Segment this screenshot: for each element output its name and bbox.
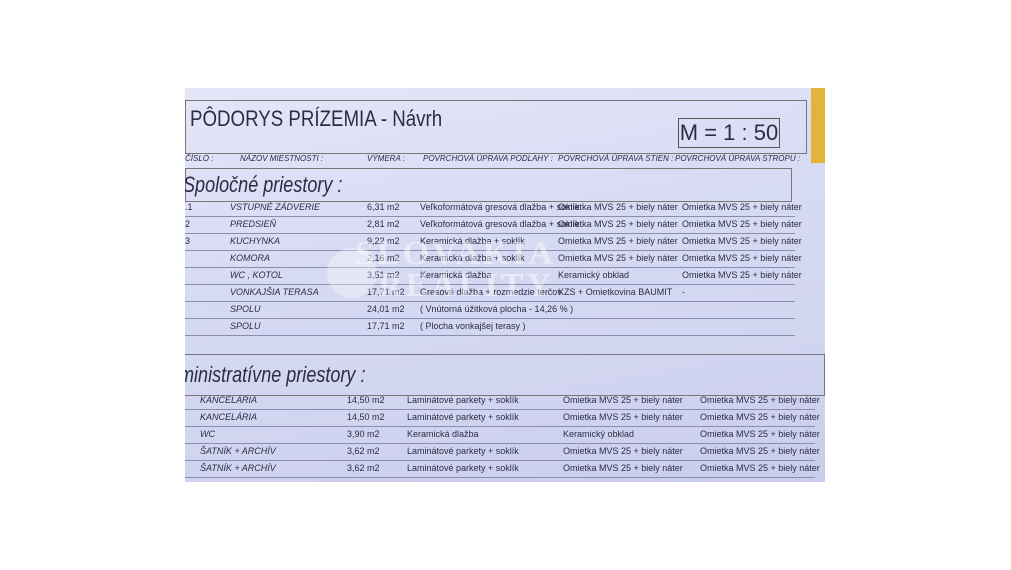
table-row: SPOLU 24,01 m2 ( Vnútorná úžitková plocha … xyxy=(185,301,795,319)
cell-room: KOMORA xyxy=(230,253,271,263)
cell-area: 24,01 m2 xyxy=(367,304,405,314)
cell-room: KANCELÁRIA xyxy=(200,395,258,405)
cell-area: 2,81 m2 xyxy=(367,219,400,229)
table-row: KANCELÁRIA 14,50 m2 Laminátové parkety + s… xyxy=(185,409,820,427)
cell-floor: Laminátové parkety + soklík xyxy=(407,412,519,422)
cell-walls: Omietka MVS 25 + biely náter xyxy=(558,236,678,246)
table-row: .1 VSTUPNÉ ZÁDVERIE 6,31 m2 Veľkoformátová … xyxy=(185,199,802,217)
cell-walls: Keramický obklad xyxy=(563,429,635,439)
cell-room: SPOLU xyxy=(230,321,261,331)
cell-num: .1 xyxy=(185,202,193,212)
cell-area: 3,62 m2 xyxy=(347,446,380,456)
cell-num: 3 xyxy=(185,236,191,246)
cell-floor: Veľkoformátová gresová dlažba + soklík xyxy=(420,219,580,229)
cell-walls: Omietka MVS 25 + biely náter xyxy=(563,463,683,473)
cell-walls: Omietka MVS 25 + biely náter xyxy=(563,395,683,405)
table-row: ŠATNÍK + ARCHÍV 3,62 m2 Laminátové parkety… xyxy=(185,460,820,478)
table-row: KOMORA 2,16 m2 Keramická dlažba + soklík Om… xyxy=(185,250,802,268)
cell-area: 14,50 m2 xyxy=(347,395,385,405)
cell-walls: Omietka MVS 25 + biely náter xyxy=(558,253,678,263)
table-row: VONKAJŠIA TERASA 17,71 m2 Gresová dlažba +… xyxy=(185,284,795,302)
table-row: WC , KOTOL 3,51 m2 Keramická dlažba Keramic… xyxy=(185,267,802,285)
cell-floor: Laminátové parkety + soklík xyxy=(407,395,519,405)
table-row: SPOLU 17,71 m2 ( Plocha vonkajšej terasy ) xyxy=(185,318,795,336)
cell-area: 2,16 m2 xyxy=(367,253,400,263)
table-row: KANCELÁRIA 14,50 m2 Laminátové parkety + s… xyxy=(185,392,820,410)
title-frame xyxy=(185,100,807,154)
cell-area: 3,51 m2 xyxy=(367,270,400,280)
cell-room: KANCELÁRIA xyxy=(200,412,258,422)
cell-floor: Keramická dlažba + soklík xyxy=(420,236,525,246)
cell-floor: Veľkoformátová gresová dlažba + soklík xyxy=(420,202,580,212)
cell-floor: Laminátové parkety + soklík xyxy=(407,463,519,473)
cell-area: 17,71 m2 xyxy=(367,321,405,331)
cell-walls: KZS + Omietkovina BAUMIT xyxy=(558,287,673,297)
cell-floor: Keramická dlažba xyxy=(407,429,479,439)
cell-room: ŠATNÍK + ARCHÍV xyxy=(200,463,276,473)
cell-area: 17,71 m2 xyxy=(367,287,405,297)
table-row: 3 KUCHYNKA 9,22 m2 Keramická dlažba + soklí… xyxy=(185,233,802,251)
cell-ceiling: Omietka MVS 25 + biely náter xyxy=(682,236,802,246)
cell-area: 3,90 m2 xyxy=(347,429,380,439)
cell-walls: Omietka MVS 25 + biely náter xyxy=(563,412,683,422)
cell-floor: ( Plocha vonkajšej terasy ) xyxy=(420,321,526,331)
cell-room: ŠATNÍK + ARCHÍV xyxy=(200,446,276,456)
cell-ceiling: Omietka MVS 25 + biely náter xyxy=(682,202,802,212)
cell-walls: Omietka MVS 25 + biely náter xyxy=(558,219,678,229)
section1-title: Spoločné priestory : xyxy=(185,172,343,197)
section2-title: ministratívne priestory : xyxy=(185,362,366,387)
cell-floor: ( Vnútorná úžitková plocha - 14,26 % ) xyxy=(420,304,574,314)
cell-walls: Keramický obklad xyxy=(558,270,630,280)
header-area: VÝMERA : xyxy=(367,154,405,163)
table-row: 2 PREDSIEŇ 2,81 m2 Veľkoformátová gresová d… xyxy=(185,216,802,234)
section2-frame xyxy=(185,354,825,396)
cell-floor: Keramická dlažba xyxy=(420,270,492,280)
scale-label: M = 1 : 50 xyxy=(678,118,780,148)
header-walls: POVRCHOVÁ ÚPRAVA STIEN : xyxy=(558,154,674,163)
cell-area: 6,31 m2 xyxy=(367,202,400,212)
cell-ceiling: - xyxy=(682,287,685,297)
document-photo: PÔDORYS PRÍZEMIA - Návrh M = 1 : 50 ČÍSL… xyxy=(185,88,825,482)
cell-floor: Gresová dlažba + rozmedzie terčov xyxy=(420,287,562,297)
cell-room: KUCHYNKA xyxy=(230,236,281,246)
header-floor: POVRCHOVÁ ÚPRAVA PODLAHY : xyxy=(423,154,553,163)
cell-ceiling: Omietka MVS 25 + biely náter xyxy=(700,395,820,405)
cell-area: 14,50 m2 xyxy=(347,412,385,422)
cell-ceiling: Omietka MVS 25 + biely náter xyxy=(682,253,802,263)
cell-area: 3,62 m2 xyxy=(347,463,380,473)
yellow-background xyxy=(811,88,825,163)
cell-ceiling: Omietka MVS 25 + biely náter xyxy=(682,219,802,229)
cell-room: VONKAJŠIA TERASA xyxy=(230,287,319,297)
cell-walls: Omietka MVS 25 + biely náter xyxy=(558,202,678,212)
cell-ceiling: Omietka MVS 25 + biely náter xyxy=(700,463,820,473)
watermark-logo: SLOVAKIA REALITY xyxy=(327,237,556,303)
cell-room: SPOLU xyxy=(230,304,261,314)
header-room: NÁZOV MIESTNOSTI : xyxy=(240,154,324,163)
cell-num: 2 xyxy=(185,219,191,229)
cell-room: PREDSIEŇ xyxy=(230,219,277,229)
cell-room: WC xyxy=(200,429,215,439)
cell-floor: Laminátové parkety + soklík xyxy=(407,446,519,456)
cell-room: VSTUPNÉ ZÁDVERIE xyxy=(230,202,321,212)
header-ceiling: POVRCHOVÁ ÚPRAVA STROPU : xyxy=(675,154,801,163)
cell-ceiling: Omietka MVS 25 + biely náter xyxy=(700,412,820,422)
page-title: PÔDORYS PRÍZEMIA - Návrh xyxy=(190,106,443,131)
cell-area: 9,22 m2 xyxy=(367,236,400,246)
cell-ceiling: Omietka MVS 25 + biely náter xyxy=(682,270,802,280)
header-number: ČÍSLO : xyxy=(185,154,214,163)
table-row: WC 3,90 m2 Keramická dlažba Keramický obkla… xyxy=(185,426,820,444)
cell-room: WC , KOTOL xyxy=(230,270,283,280)
cell-ceiling: Omietka MVS 25 + biely náter xyxy=(700,429,820,439)
table-row: ŠATNÍK + ARCHÍV 3,62 m2 Laminátové parkety… xyxy=(185,443,820,461)
section1-frame xyxy=(185,168,792,202)
cell-ceiling: Omietka MVS 25 + biely náter xyxy=(700,446,820,456)
cell-floor: Keramická dlažba + soklík xyxy=(420,253,525,263)
cell-walls: Omietka MVS 25 + biely náter xyxy=(563,446,683,456)
